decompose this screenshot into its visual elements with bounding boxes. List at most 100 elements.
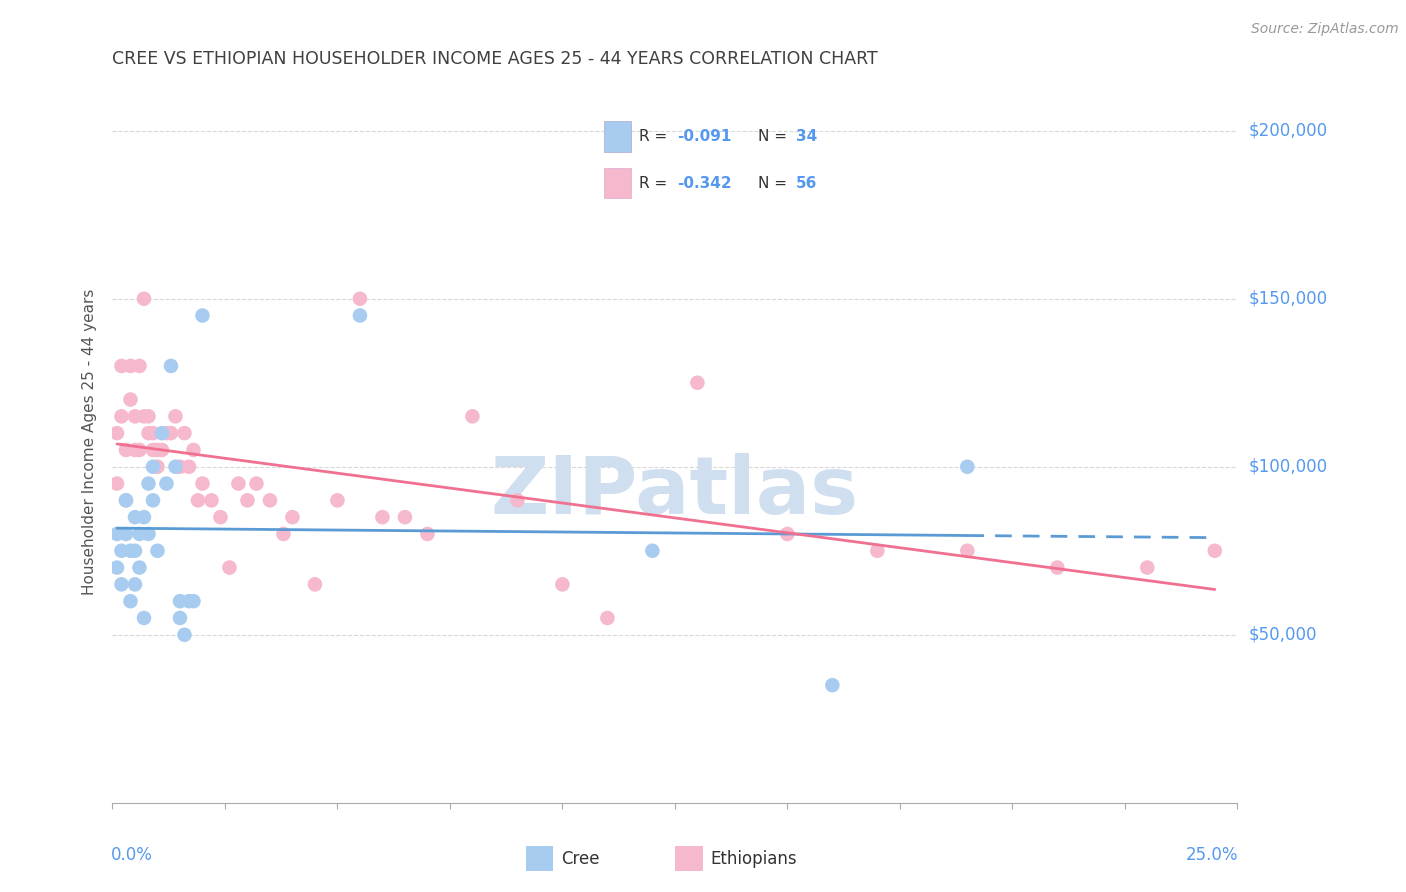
Point [160, 359, 183, 373]
Point [110, 577, 132, 591]
Point [177, 459, 200, 474]
Point [209, 510, 232, 524]
Point [1204, 543, 1226, 558]
Point [200, 493, 222, 508]
Text: N =: N = [758, 176, 792, 191]
Point [128, 527, 150, 541]
Text: $100,000: $100,000 [1249, 458, 1327, 475]
Point [1046, 560, 1069, 574]
Point [132, 292, 155, 306]
Text: R =: R = [640, 129, 672, 144]
Point [105, 426, 128, 441]
Point [120, 392, 142, 407]
Point [124, 510, 146, 524]
Point [218, 560, 240, 574]
Text: 56: 56 [796, 176, 817, 191]
Point [191, 476, 214, 491]
Point [416, 527, 439, 541]
Text: $50,000: $50,000 [1249, 626, 1317, 644]
Point [128, 560, 150, 574]
Bar [675, 847, 703, 871]
Point [124, 543, 146, 558]
Point [956, 459, 979, 474]
Point [259, 493, 281, 508]
Text: N =: N = [758, 129, 792, 144]
Y-axis label: Householder Income Ages 25 - 44 years: Householder Income Ages 25 - 44 years [82, 288, 97, 595]
Point [132, 611, 155, 625]
Point [138, 409, 160, 424]
Point [177, 594, 200, 608]
Point [142, 442, 165, 457]
Point [115, 442, 138, 457]
Point [236, 493, 259, 508]
Text: $200,000: $200,000 [1249, 121, 1327, 140]
Point [120, 359, 142, 373]
Point [124, 442, 146, 457]
Bar [605, 121, 631, 152]
Point [138, 527, 160, 541]
Point [821, 678, 844, 692]
Point [173, 628, 195, 642]
Point [228, 476, 250, 491]
Point [169, 611, 191, 625]
Point [281, 510, 304, 524]
Point [394, 510, 416, 524]
Point [461, 409, 484, 424]
Point [150, 426, 173, 441]
Text: -0.342: -0.342 [678, 176, 731, 191]
Point [105, 560, 128, 574]
Text: Cree: Cree [561, 849, 600, 868]
Point [110, 543, 132, 558]
Point [866, 543, 889, 558]
Point [183, 442, 205, 457]
Point [110, 359, 132, 373]
Point [142, 459, 165, 474]
Point [165, 409, 187, 424]
Point [115, 527, 138, 541]
Point [138, 426, 160, 441]
Point [506, 493, 529, 508]
Point [160, 426, 183, 441]
Text: ZIPatlas: ZIPatlas [491, 453, 859, 531]
Point [124, 577, 146, 591]
Point [128, 359, 150, 373]
Point [273, 527, 295, 541]
Point [150, 442, 173, 457]
Point [138, 476, 160, 491]
Point [142, 493, 165, 508]
Point [641, 543, 664, 558]
Point [132, 510, 155, 524]
Point [115, 493, 138, 508]
Point [304, 577, 326, 591]
Point [776, 527, 799, 541]
Point [191, 309, 214, 323]
Point [110, 409, 132, 424]
Point [551, 577, 574, 591]
Point [596, 611, 619, 625]
Point [146, 543, 169, 558]
Text: Ethiopians: Ethiopians [711, 849, 797, 868]
Point [169, 594, 191, 608]
Point [187, 493, 209, 508]
Point [120, 543, 142, 558]
Point [165, 459, 187, 474]
Point [956, 543, 979, 558]
Text: $150,000: $150,000 [1249, 290, 1327, 308]
Text: 25.0%: 25.0% [1185, 847, 1239, 864]
Point [132, 409, 155, 424]
Point [105, 476, 128, 491]
Point [371, 510, 394, 524]
Point [155, 426, 177, 441]
Text: R =: R = [640, 176, 672, 191]
Point [128, 442, 150, 457]
Bar [605, 168, 631, 198]
Point [124, 409, 146, 424]
Point [173, 426, 195, 441]
Text: 0.0%: 0.0% [111, 847, 153, 864]
Point [146, 442, 169, 457]
Bar [526, 847, 554, 871]
Point [105, 527, 128, 541]
Point [245, 476, 267, 491]
Point [183, 594, 205, 608]
Point [1136, 560, 1159, 574]
